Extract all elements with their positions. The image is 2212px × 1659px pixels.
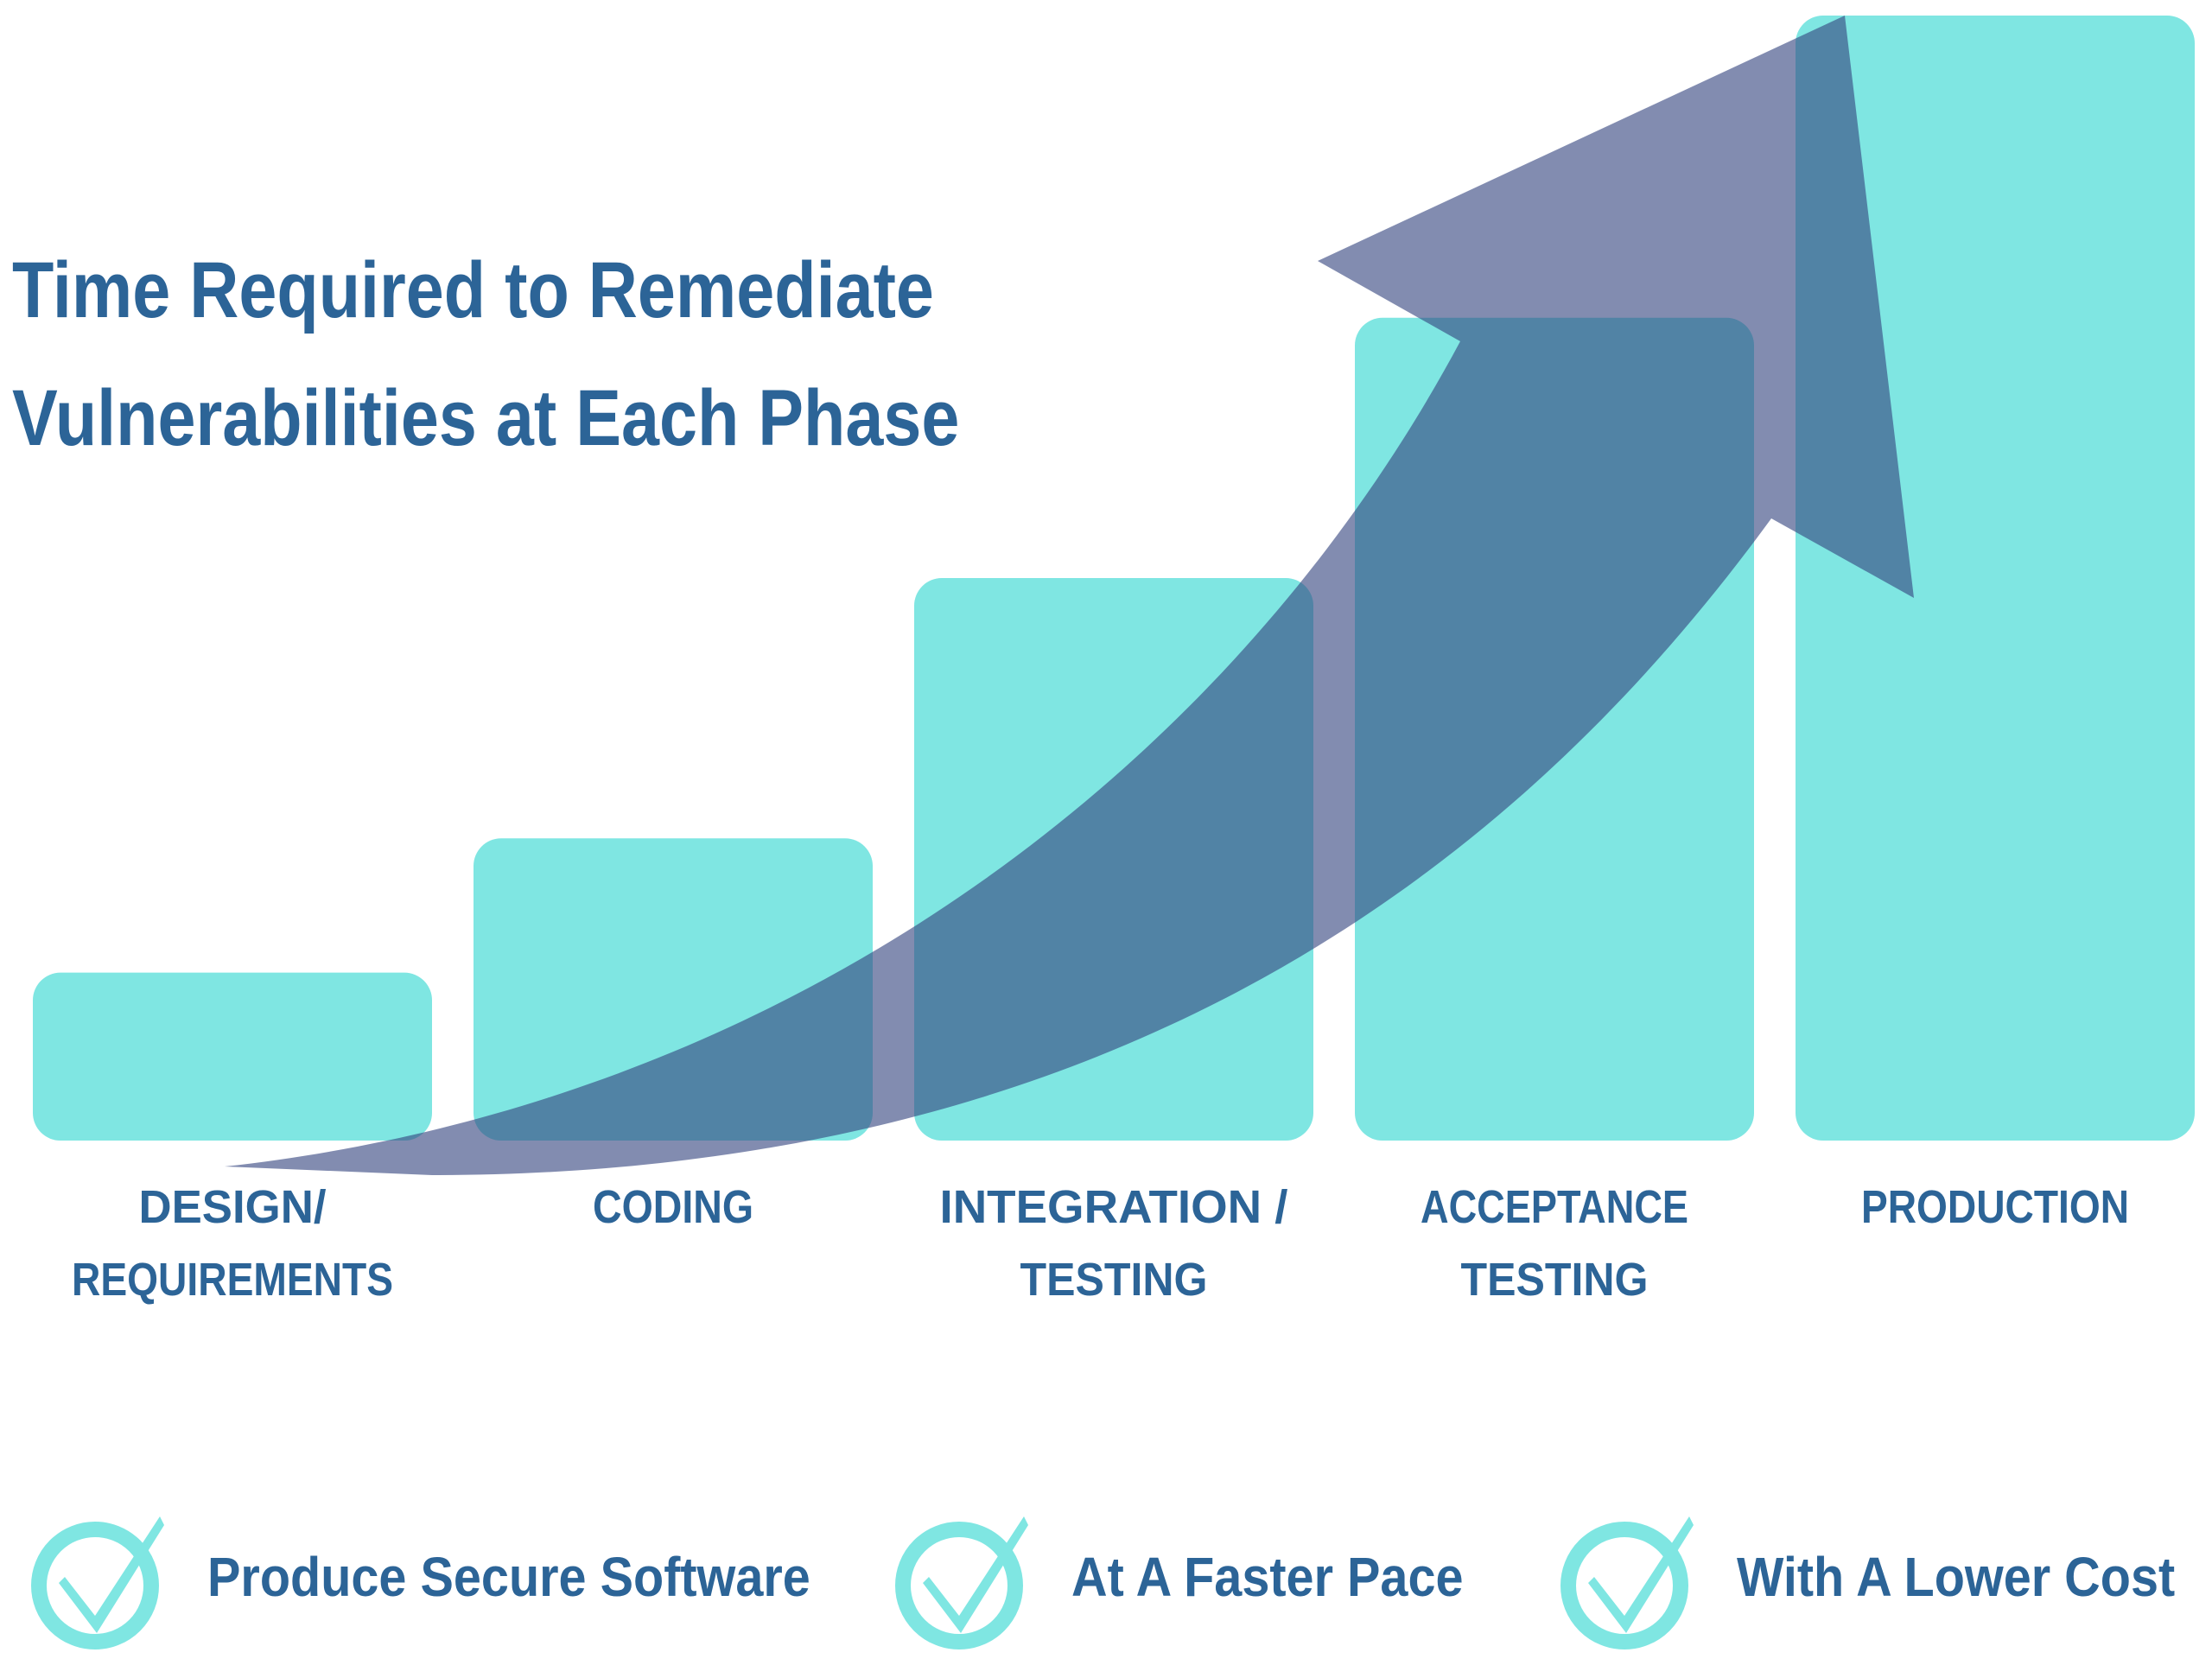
footer-item-secure: Produce Secure Software xyxy=(26,1495,877,1659)
chart-title-line-1: Time Required to Remediate xyxy=(12,246,934,334)
bar-1 xyxy=(33,972,432,1141)
chart-title: Time Required to Remediate Vulnerabiliti… xyxy=(12,226,959,482)
category-label-5-line-1: PRODUCTION xyxy=(1861,1181,2129,1233)
category-label-1-line-1: DESIGN/ xyxy=(139,1181,327,1233)
footer-text-cost: With A Lower Cost xyxy=(1737,1546,2176,1608)
check-circle-icon xyxy=(1560,1516,1694,1649)
trend-arrow xyxy=(225,16,1914,1175)
footer-text-secure: Produce Secure Software xyxy=(207,1546,810,1608)
check-circle-icon xyxy=(895,1516,1028,1649)
category-label-3-line-1: INTEGRATION / xyxy=(940,1181,1288,1233)
category-label-2-line-1: CODING xyxy=(593,1181,753,1233)
footer-item-faster: At A Faster Pace xyxy=(890,1495,1507,1659)
category-label-3-line-2: TESTING xyxy=(1020,1254,1208,1306)
category-label-4-line-1: ACCEPTANCE xyxy=(1421,1181,1688,1233)
category-label-4-line-2: TESTING xyxy=(1461,1254,1649,1306)
footer-item-cost: With A Lower Cost xyxy=(1555,1495,2212,1659)
category-label-1-line-2: REQUIREMENTS xyxy=(72,1254,393,1306)
category-labels: DESIGN/REQUIREMENTS CODING INTEGRATION / TE… xyxy=(72,1181,2129,1306)
bar-5 xyxy=(1796,16,2195,1141)
footer-text-faster: At A Faster Pace xyxy=(1071,1546,1464,1608)
chart-title-line-2: Vulnerabilities at Each Phase xyxy=(12,374,960,462)
check-circle-icon xyxy=(31,1516,164,1649)
